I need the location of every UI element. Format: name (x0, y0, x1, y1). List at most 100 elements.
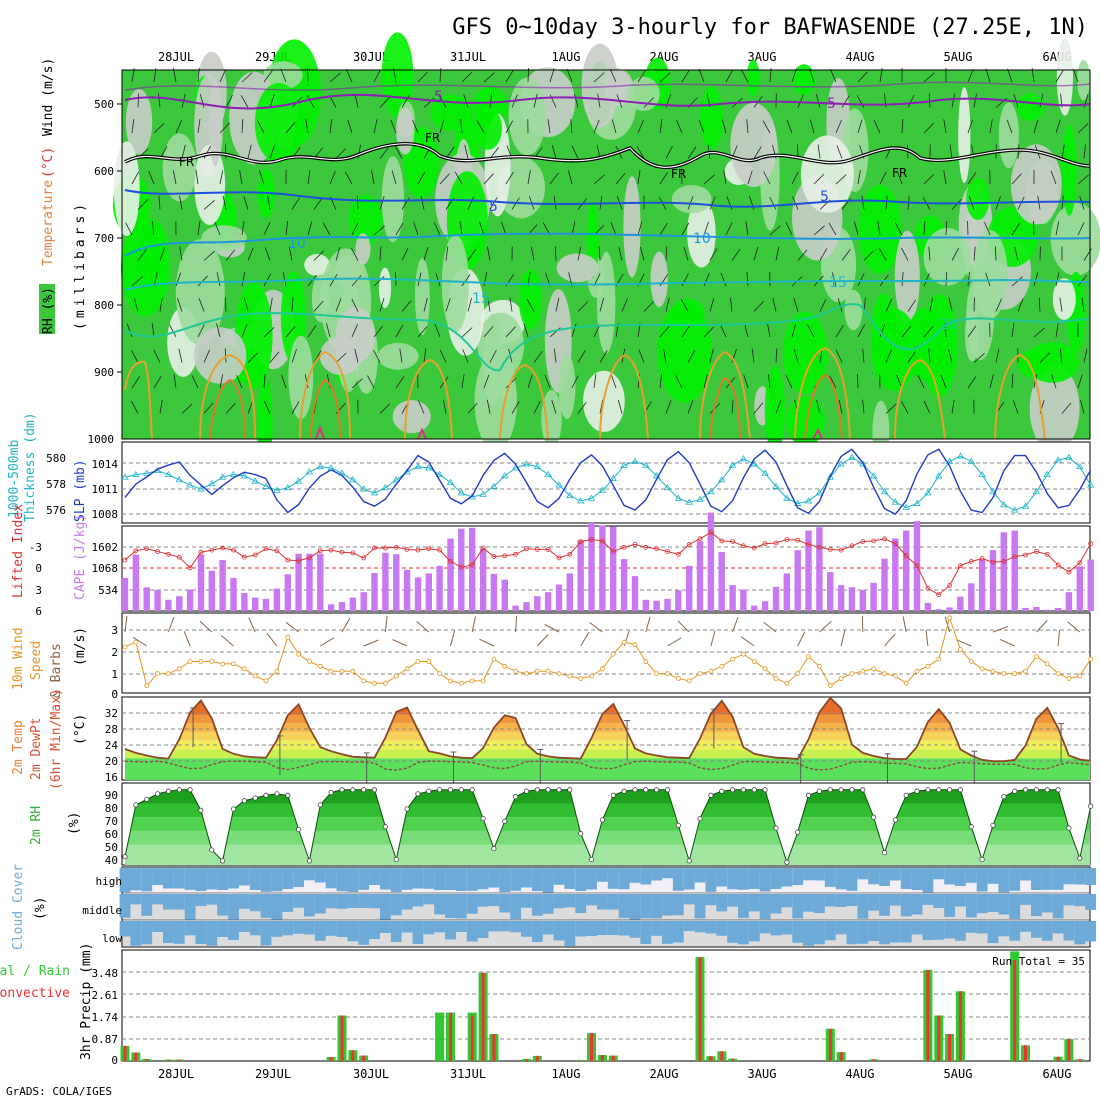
wind-barb (571, 221, 576, 236)
cloud-cell-middle (466, 894, 478, 914)
cloud-cell-high (390, 868, 402, 892)
cloud-cell-middle (683, 894, 695, 905)
thickness-point (1086, 481, 1095, 488)
cloud-cell-middle (553, 894, 565, 909)
wind-barb (681, 69, 690, 83)
wind-speed-point (1001, 671, 1007, 676)
wind-barb (225, 402, 236, 414)
wind-barb (948, 297, 953, 312)
cloud-cell-middle (445, 894, 456, 918)
wind-speed-point (252, 673, 258, 679)
cloud-cell-middle (586, 894, 597, 906)
wind10m-barb (819, 620, 832, 633)
wind-barb (730, 297, 733, 312)
thickness-point (414, 462, 422, 470)
thickness-point (392, 476, 400, 483)
rh-patch (966, 178, 990, 220)
wind-speed-point (350, 668, 356, 674)
cloud-cell-middle (759, 894, 771, 920)
rh-patch (483, 313, 503, 406)
wind-barb (863, 250, 875, 261)
wind-barb (259, 170, 265, 185)
wind-barb (291, 297, 294, 312)
cloud-cell-middle (889, 894, 901, 906)
cloud-cell-low (499, 921, 511, 932)
cloud-cell-high (195, 868, 207, 891)
wind-barb (989, 374, 994, 389)
wind-barb (763, 171, 771, 185)
upper-air-frame (121, 69, 1091, 440)
cloud-cell-low (738, 921, 749, 945)
wind-barb (486, 399, 491, 414)
rh-point (578, 831, 584, 837)
wind-speed-point (990, 668, 996, 674)
rh-patch (288, 335, 314, 419)
wind-barb (797, 94, 804, 108)
wind-barb (307, 325, 317, 338)
precip-bars (120, 951, 1085, 1061)
cloud-cell-low (173, 921, 185, 944)
precip-units-label: 3hr Precip (mm) (79, 943, 94, 1060)
cloud-cell-high (564, 868, 576, 889)
rh-label: RH (%) (41, 287, 56, 334)
wind-barb (1081, 297, 1085, 312)
wind-barb (857, 273, 865, 287)
wind-speed-point (1077, 673, 1083, 679)
wind-barb (313, 197, 323, 210)
cape-bar (327, 604, 335, 611)
thickness-point (902, 503, 910, 510)
wind-speed-point (914, 668, 920, 674)
precip-convective-bar (720, 1051, 724, 1061)
cloud-cell-low (879, 921, 890, 945)
lifted-index-point (730, 539, 735, 544)
thickness-point (1000, 501, 1008, 508)
bottom-date-label: 29JUL (255, 1067, 291, 1081)
cape-bar (186, 589, 194, 611)
wind-barb (621, 298, 628, 312)
cape-bar (772, 586, 780, 611)
wind-speed-point (730, 656, 735, 662)
wind-barb (547, 119, 551, 134)
wind-barb (615, 173, 626, 185)
wind-barb (329, 119, 333, 134)
cloud-cell-low (358, 921, 370, 945)
cloud-cell-high (727, 868, 739, 890)
cloud-cell-middle (835, 894, 847, 907)
precip-total-bar (435, 1012, 445, 1061)
rh-point (556, 787, 562, 793)
wind-speed-point (448, 678, 453, 684)
rh-patch (597, 251, 616, 354)
wind10m-barb (925, 630, 929, 647)
wind10m-barb (710, 630, 716, 647)
wind-barb (434, 323, 441, 338)
cloud-cell-low (727, 921, 739, 943)
cloud-cell-middle (922, 894, 934, 905)
wind-speed-point (220, 661, 226, 667)
wind-barb (1033, 220, 1035, 236)
rh-point (675, 822, 681, 828)
thickness-point (826, 473, 834, 480)
wind-barb (356, 195, 359, 210)
wind-barb (197, 119, 201, 134)
wind-barb (1072, 68, 1079, 83)
thickness-point (804, 497, 813, 504)
wind-barb (445, 298, 451, 312)
cloud-cell-low (597, 921, 608, 935)
lifted-index-point (838, 547, 844, 553)
isotherm-label: 5 (827, 96, 836, 112)
lifted-index-point (491, 554, 497, 559)
cloud-cell-middle (933, 894, 945, 908)
cloud-cell-middle (304, 894, 315, 917)
wind-barb (483, 326, 494, 338)
wind-barb (683, 246, 689, 261)
cloud-cell-middle (824, 894, 836, 907)
wind-barb (753, 246, 759, 261)
wind-speed-point (469, 678, 475, 684)
cloud-cell-middle (195, 894, 207, 906)
thickness-point (359, 485, 368, 492)
wind-barb (885, 349, 893, 363)
rh-point (751, 787, 757, 793)
wind-speed-point (1023, 668, 1028, 674)
rh-point (447, 787, 454, 793)
rh-patch (162, 133, 197, 202)
